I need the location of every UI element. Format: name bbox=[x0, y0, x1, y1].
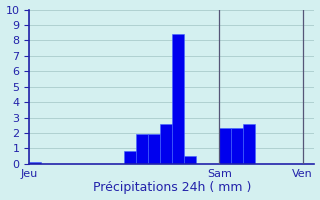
Bar bbox=[160, 124, 172, 164]
Bar bbox=[243, 124, 255, 164]
Bar bbox=[29, 162, 41, 164]
Bar bbox=[231, 128, 243, 164]
X-axis label: Précipitations 24h ( mm ): Précipitations 24h ( mm ) bbox=[93, 181, 251, 194]
Bar bbox=[148, 134, 160, 164]
Bar bbox=[172, 34, 184, 164]
Bar bbox=[184, 156, 196, 164]
Bar bbox=[124, 151, 136, 164]
Bar bbox=[136, 134, 148, 164]
Bar bbox=[220, 128, 231, 164]
